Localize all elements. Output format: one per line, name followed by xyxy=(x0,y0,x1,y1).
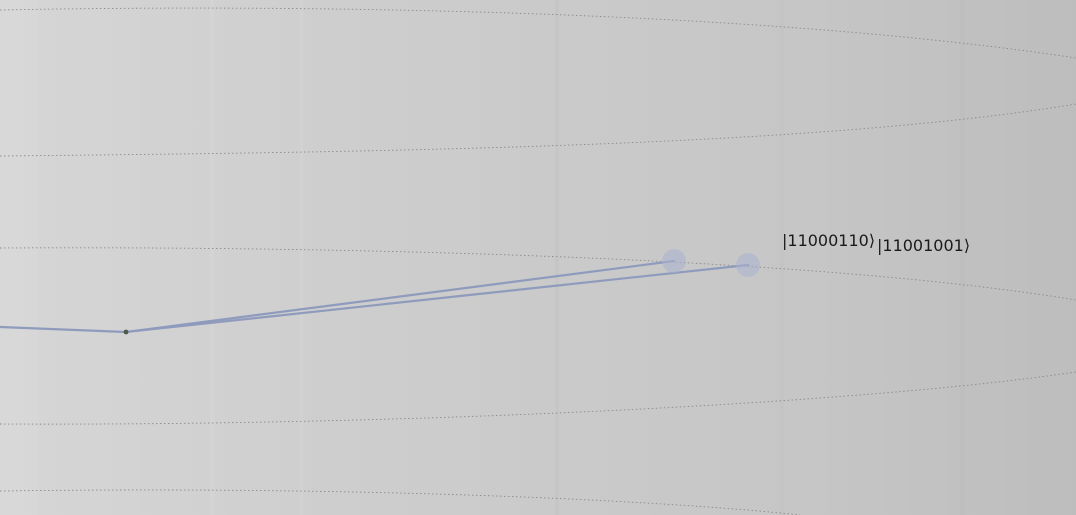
state-vectors xyxy=(0,259,750,334)
latitude-line-2 xyxy=(0,103,1076,157)
incoming-vector xyxy=(0,325,128,334)
origin-node xyxy=(123,329,129,335)
latitude-line-1 xyxy=(0,7,1076,59)
state-label-11001001: |11001001⟩ xyxy=(877,236,970,255)
state-label-11000110: |11000110⟩ xyxy=(782,231,875,250)
state-node-11001001[interactable] xyxy=(736,253,760,277)
state-vector-11000110 xyxy=(124,259,676,334)
state-vector-11001001 xyxy=(124,263,750,334)
surface-shading-bands xyxy=(0,0,966,515)
latitude-grid xyxy=(0,7,1076,515)
latitude-line-3 xyxy=(0,247,1076,301)
state-node-11000110[interactable] xyxy=(662,249,686,273)
